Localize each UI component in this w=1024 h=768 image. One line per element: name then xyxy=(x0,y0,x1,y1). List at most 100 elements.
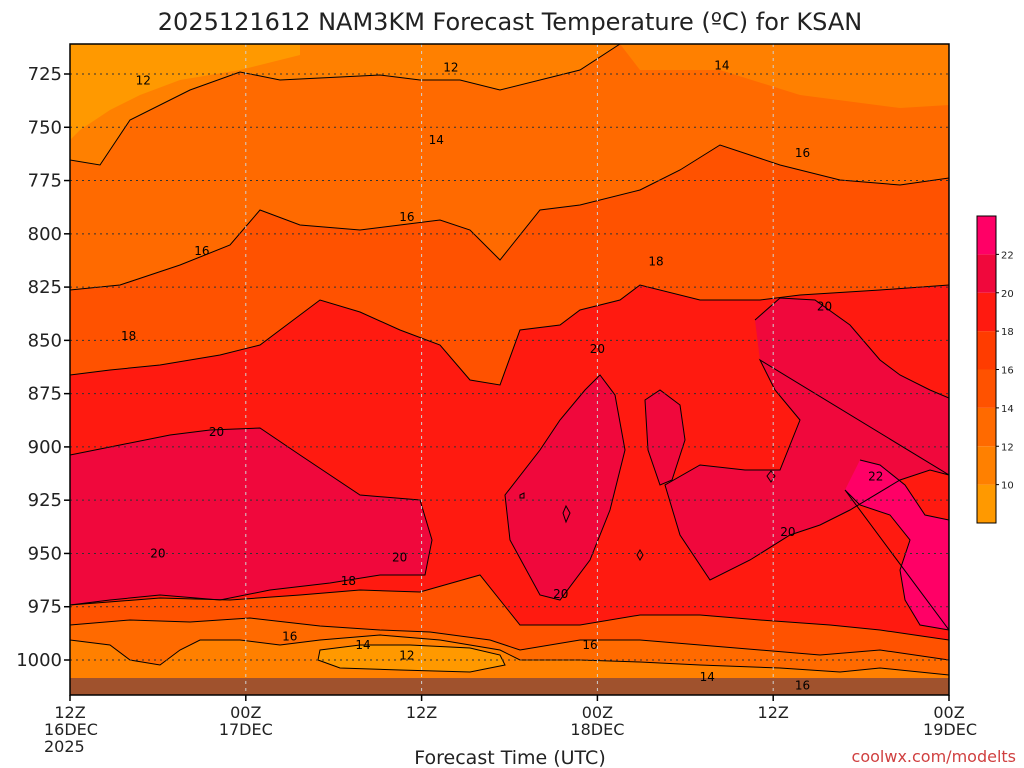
band-20-22-left xyxy=(70,428,432,605)
contour-label-11: 20 xyxy=(209,425,224,439)
contour-label-15: 20 xyxy=(392,551,407,565)
x-tick-label-2-line1: 12Z xyxy=(406,703,437,722)
colorbar-label-12: 12 xyxy=(1001,442,1014,453)
plot-frame xyxy=(69,43,950,696)
y-tick-label-800: 800 xyxy=(28,224,62,245)
x-tick-label-3-line1: 00Z xyxy=(582,703,613,722)
y-tick-label-775: 775 xyxy=(28,171,62,192)
contour-label-12: 22 xyxy=(868,470,883,484)
colorbar-label-22: 22 xyxy=(1001,250,1014,261)
x-tick-label-5-line1: 00Z xyxy=(933,703,964,722)
colorbar-label-18: 18 xyxy=(1001,327,1014,338)
contour-14-lower xyxy=(70,634,949,676)
x-tick-label-0-line1: 12Z xyxy=(54,703,85,722)
contour-22-right xyxy=(844,459,949,631)
contour-20-left xyxy=(70,427,433,606)
contour-label-21: 16 xyxy=(582,638,597,652)
y-tick-label-950: 950 xyxy=(28,543,62,564)
colorbar: 10 12 14 16 18 20 22 xyxy=(976,215,1014,524)
contour-label-6: 16 xyxy=(194,244,209,258)
contour-label-18: 16 xyxy=(282,630,297,644)
contour-label-19: 14 xyxy=(355,638,370,652)
y-tick-label-900: 900 xyxy=(28,437,62,458)
band-below-12 xyxy=(70,44,300,140)
band-14-16 xyxy=(70,44,949,290)
colorbar-segment-6 xyxy=(977,254,996,293)
contour-16-upper xyxy=(70,284,949,386)
band-20-22-small xyxy=(645,390,685,485)
contour-14-upper xyxy=(70,144,949,291)
x-tick-label-5-line2: 19DEC xyxy=(923,720,977,739)
contour-18-lower xyxy=(70,574,949,641)
contour-20-right xyxy=(664,297,949,581)
contour-label-17: 20 xyxy=(553,587,568,601)
contour-12-lower xyxy=(317,644,506,673)
contour-label-0: 12 xyxy=(136,73,151,87)
band-12-14 xyxy=(70,44,949,165)
ground-bar xyxy=(70,678,949,695)
contour-label-7: 18 xyxy=(648,255,663,269)
x-tick-label-4-line1: 12Z xyxy=(758,703,789,722)
contour-16-lower xyxy=(70,617,949,661)
contour-label-16: 18 xyxy=(341,574,356,588)
band-above-22 xyxy=(845,460,949,630)
contour-label-22: 14 xyxy=(700,670,715,684)
x-tick-label-1-line2: 17DEC xyxy=(219,720,273,739)
gridlines xyxy=(70,44,949,695)
contour-12-upper xyxy=(70,44,621,166)
contour-extra-1 xyxy=(519,492,525,499)
contour-label-5: 16 xyxy=(399,210,414,224)
y-tick-label-750: 750 xyxy=(28,117,62,138)
contour-label-10: 20 xyxy=(590,342,605,356)
contour-labels: 12 12 14 14 16 16 16 18 18 20 20 20 22 20 20 20 18 20 16 14… xyxy=(121,58,883,692)
y-tick-label-875: 875 xyxy=(28,384,62,405)
y-tick-label-975: 975 xyxy=(28,597,62,618)
colorbar-segment-3 xyxy=(977,369,996,408)
colorbar-segment-0 xyxy=(977,484,996,523)
colorbar-segment-2 xyxy=(977,407,996,447)
contour-extra-4 xyxy=(766,470,776,483)
contour-label-8: 18 xyxy=(121,329,136,343)
contour-label-14: 20 xyxy=(150,546,165,560)
contour-20-small xyxy=(644,389,686,486)
x-tick-label-0-line2: 16DEC xyxy=(44,720,98,739)
colorbar-label-10: 10 xyxy=(1001,481,1014,492)
contour-label-2: 14 xyxy=(714,58,729,72)
colorbar-segment-5 xyxy=(977,292,996,332)
contour-label-1: 12 xyxy=(443,61,458,75)
contour-label-20: 12 xyxy=(399,649,414,663)
x-tick-label-0-line3: 2025 xyxy=(44,737,85,756)
colorbar-segment-1 xyxy=(977,446,996,485)
y-tick-label-825: 825 xyxy=(28,277,62,298)
contour-lines xyxy=(70,44,949,676)
y-tick-label-725: 725 xyxy=(28,64,62,85)
x-axis-title: Forecast Time (UTC) xyxy=(414,747,605,768)
contour-label-3: 14 xyxy=(429,133,444,147)
contour-label-4: 16 xyxy=(795,146,810,160)
contour-extra-2 xyxy=(562,504,571,524)
colorbar-label-20: 20 xyxy=(1001,289,1014,300)
contour-label-23: 16 xyxy=(795,679,810,693)
credit-link[interactable]: coolwx.com/modelts xyxy=(852,747,1016,766)
contour-20-center xyxy=(504,374,626,601)
y-axis: 725 750 775 800 825 850 875 900 925 950 975 1000 xyxy=(16,64,70,671)
colorbar-segment-4 xyxy=(977,331,996,370)
contour-label-9: 20 xyxy=(817,299,832,313)
band-20-22-right xyxy=(665,298,949,580)
y-tick-label-850: 850 xyxy=(28,330,62,351)
contour-label-13: 20 xyxy=(780,525,795,539)
plot-area: 12 12 14 14 16 16 16 18 18 20 20 20 22 20 20 20 18 20 16 14… xyxy=(69,43,950,696)
y-tick-label-925: 925 xyxy=(28,490,62,511)
band-below-12-lower xyxy=(318,645,505,672)
colorbar-label-14: 14 xyxy=(1001,404,1014,415)
colorbar-segment-7 xyxy=(977,216,996,255)
colorbar-label-16: 16 xyxy=(1001,366,1014,377)
band-20-22-center xyxy=(505,375,625,600)
x-tick-label-1-line1: 00Z xyxy=(230,703,261,722)
x-tick-label-3-line2: 18DEC xyxy=(570,720,624,739)
y-tick-label-1000: 1000 xyxy=(16,650,62,671)
contour-extra-3 xyxy=(636,549,644,561)
chart-title: 2025121612 NAM3KM Forecast Temperature (… xyxy=(158,8,862,36)
